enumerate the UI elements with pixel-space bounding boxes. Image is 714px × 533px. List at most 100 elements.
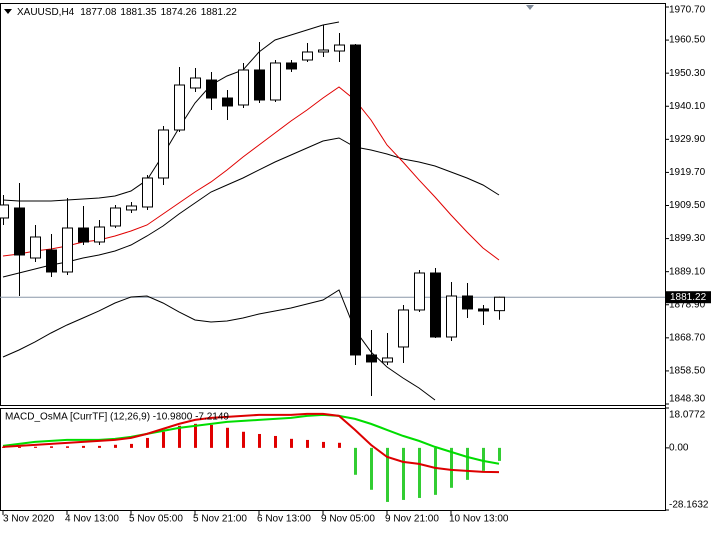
histogram-bar bbox=[370, 447, 373, 490]
y-tick-label: 0.00 bbox=[669, 443, 689, 454]
histogram-bar bbox=[226, 427, 229, 448]
symbol-header: XAUUSD,H4 1877.08 1881.35 1874.26 1881.22 bbox=[17, 7, 237, 18]
histogram-bar bbox=[162, 431, 165, 448]
last-close: 1881.22 bbox=[201, 7, 238, 18]
indicator-line bbox=[2, 289, 436, 401]
y-tick-label: 1929.90 bbox=[669, 134, 706, 145]
histogram-bar bbox=[258, 433, 261, 448]
candle-body bbox=[382, 357, 393, 363]
x-tick-label: 3 Nov 2020 bbox=[3, 514, 55, 525]
histogram-bar bbox=[386, 447, 389, 502]
candle-body bbox=[302, 51, 313, 61]
y-tick-label: 1889.10 bbox=[669, 266, 706, 277]
candle-body bbox=[446, 295, 457, 338]
histogram-bar bbox=[306, 439, 309, 448]
y-tick-label: 18.0772 bbox=[669, 410, 706, 421]
candle-body bbox=[126, 205, 137, 211]
x-tick-label: 6 Nov 13:00 bbox=[257, 514, 311, 525]
plot-layer: 1970.70 1960.50 1950.30 1940.10 1929.90 1919.… bbox=[0, 3, 711, 525]
candle-body bbox=[14, 207, 25, 256]
candle-body bbox=[222, 97, 233, 107]
candle-body bbox=[414, 272, 425, 311]
y-tick-label: 1868.70 bbox=[669, 332, 706, 343]
histogram-bar bbox=[130, 443, 133, 448]
histogram-bar bbox=[34, 446, 37, 448]
histogram-bar bbox=[194, 423, 197, 448]
y-tick-label: 1909.50 bbox=[669, 200, 706, 211]
histogram-bar bbox=[466, 447, 469, 480]
candle-body bbox=[238, 69, 249, 106]
candle-body bbox=[30, 236, 41, 259]
last-open: 1877.08 bbox=[80, 7, 117, 18]
x-tick-label: 5 Nov 05:00 bbox=[129, 514, 183, 525]
histogram-bar bbox=[242, 431, 245, 448]
histogram-bar bbox=[114, 444, 117, 448]
histogram-bar bbox=[322, 441, 325, 448]
histogram-bar bbox=[66, 446, 69, 448]
menu-arrow bbox=[4, 9, 12, 14]
y-tick-label: 1950.30 bbox=[669, 68, 706, 79]
candle-body bbox=[0, 204, 9, 219]
y-tick-label: 1960.50 bbox=[669, 35, 706, 46]
shift-marker bbox=[526, 5, 534, 10]
x-tick-label: 9 Nov 21:00 bbox=[385, 514, 439, 525]
candle-body bbox=[462, 295, 473, 310]
macd-title: MACD_OsMA [CurrTF] (12,26,9) -10.9800 -7… bbox=[5, 412, 229, 423]
x-tick-label: 5 Nov 21:00 bbox=[193, 514, 247, 525]
y-tick-label: 1848.30 bbox=[669, 394, 706, 405]
y-tick-label: 1970.70 bbox=[669, 5, 706, 16]
candle-body bbox=[254, 69, 265, 101]
y-tick-label: 1858.50 bbox=[669, 366, 706, 377]
histogram-bar bbox=[498, 447, 501, 461]
candle-body bbox=[142, 177, 153, 208]
candle-body bbox=[366, 354, 377, 363]
candle-body bbox=[206, 79, 217, 99]
histogram-bar bbox=[146, 437, 149, 448]
histogram-bar bbox=[450, 447, 453, 488]
x-tick-label: 10 Nov 13:00 bbox=[449, 514, 509, 525]
indicator-line bbox=[2, 137, 500, 278]
candle-body bbox=[494, 296, 505, 312]
candle-body bbox=[478, 308, 489, 312]
price-label: 1881.22 bbox=[670, 292, 707, 303]
y-tick-label: 1899.30 bbox=[669, 233, 706, 244]
histogram-bar bbox=[50, 446, 53, 448]
histogram-bar bbox=[178, 425, 181, 448]
indicator-line bbox=[2, 412, 500, 474]
histogram-bar bbox=[402, 447, 405, 500]
indicator-line bbox=[2, 21, 340, 202]
candle-body bbox=[334, 44, 345, 52]
candle-body bbox=[110, 207, 121, 227]
candle-body bbox=[94, 226, 105, 243]
histogram-bar bbox=[338, 442, 341, 448]
x-tick-label: 4 Nov 13:00 bbox=[65, 514, 119, 525]
histogram-bar bbox=[418, 447, 421, 498]
candle-body bbox=[158, 129, 169, 179]
histogram-bar bbox=[18, 446, 21, 448]
candle-body bbox=[46, 249, 57, 273]
candle-body bbox=[270, 62, 281, 101]
histogram-bar bbox=[82, 445, 85, 448]
last-low: 1874.26 bbox=[161, 7, 198, 18]
symbol: XAUUSD,H4 bbox=[17, 7, 75, 18]
x-tick-label: 9 Nov 05:00 bbox=[321, 514, 375, 525]
price-label-box bbox=[666, 291, 711, 304]
y-tick-label: 1940.10 bbox=[669, 101, 706, 112]
last-high: 1881.35 bbox=[120, 7, 157, 18]
histogram-bar bbox=[290, 438, 293, 448]
indicator-line bbox=[2, 413, 500, 465]
candle-body bbox=[286, 62, 297, 70]
histogram-bar bbox=[434, 447, 437, 495]
histogram-bar bbox=[274, 435, 277, 448]
y-tick-label: 1919.70 bbox=[669, 167, 706, 178]
candle-body bbox=[174, 84, 185, 131]
candle-body bbox=[318, 49, 329, 53]
histogram-bar bbox=[98, 445, 101, 448]
candle-body bbox=[78, 227, 89, 243]
histogram-bar bbox=[354, 447, 357, 475]
histogram-bar bbox=[482, 447, 485, 471]
candle-body bbox=[190, 77, 201, 89]
y-tick-label: -28.1632 bbox=[669, 500, 709, 511]
candle-body bbox=[62, 227, 73, 273]
